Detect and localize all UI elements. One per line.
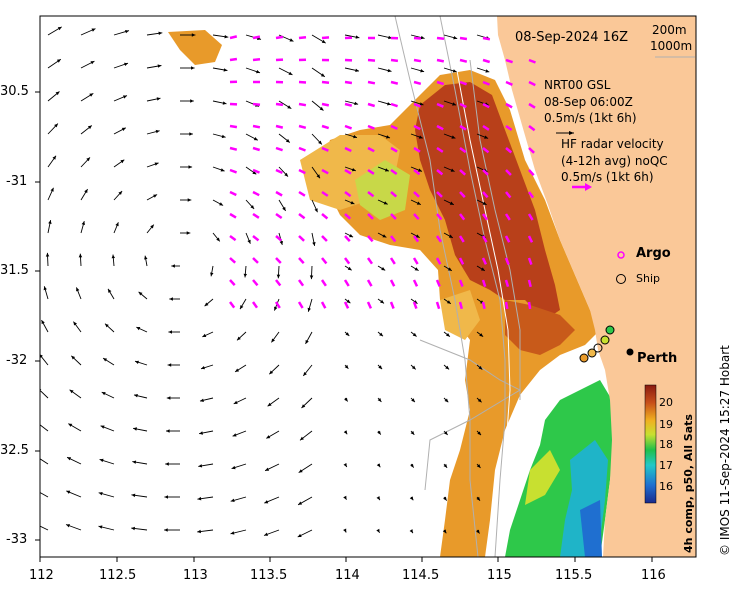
y-tick-label: 32.5	[0, 443, 29, 458]
plot-frame	[39, 15, 697, 558]
model-label-line1: NRT00 GSL	[544, 78, 611, 92]
x-tick-label: 113.5	[250, 568, 288, 583]
x-tick-label: 112.5	[99, 568, 137, 583]
x-tick-label: 115.5	[555, 568, 593, 583]
x-tick-label: 114	[335, 568, 360, 583]
isobath-lines	[394, 16, 522, 557]
map-datetime: 08-Sep-2024 16Z	[515, 30, 629, 45]
colorbar-tick: 18	[659, 438, 673, 451]
legend-ship-label: Ship	[636, 272, 660, 285]
colorbar-tick: 17	[659, 459, 673, 472]
y-tick-label: -33	[6, 532, 28, 547]
y-tick-label: 30.5	[0, 84, 29, 99]
hf-label-line1: HF radar velocity	[561, 137, 664, 151]
ship-marker-icon	[616, 274, 626, 284]
model-label-line3: 0.5m/s (1kt 6h)	[544, 111, 637, 125]
colorbar-tick: 16	[659, 480, 673, 493]
x-tick-label: 115	[487, 568, 512, 583]
isobath-label-1000m: 1000m	[650, 39, 693, 53]
x-tick-marks	[39, 557, 653, 562]
colorbar	[644, 384, 657, 504]
ship-markers	[579, 325, 634, 363]
hf-radar-vectors	[228, 35, 536, 310]
hf-label-line3: 0.5m/s (1kt 6h)	[561, 170, 654, 184]
legend-argo-label: Argo	[636, 246, 671, 261]
x-tick-label: 114.5	[402, 568, 440, 583]
y-tick-label: -32	[6, 353, 28, 368]
x-tick-label: 112	[29, 568, 54, 583]
y-tick-label: 31.5	[0, 263, 29, 278]
y-tick-label: -31	[6, 174, 28, 189]
model-label-line2: 08-Sep 06:00Z	[544, 95, 633, 109]
city-label: Perth	[637, 351, 678, 366]
y-tick-marks	[35, 91, 40, 541]
isobath-label-200m: 200m	[652, 23, 687, 37]
colorbar-title: 4h comp, p50, All Sats	[682, 414, 695, 553]
current-vectors	[40, 26, 490, 538]
x-tick-label: 113	[183, 568, 208, 583]
colorbar-tick: 19	[659, 418, 673, 431]
colorbar-tick: 20	[659, 396, 673, 409]
x-tick-label: 116	[641, 568, 666, 583]
hf-label-line2: (4-12h avg) noQC	[561, 154, 668, 168]
argo-marker-icon	[617, 251, 625, 259]
credit-text: © IMOS 11-Sep-2024 15:27 Hobart	[718, 345, 732, 556]
